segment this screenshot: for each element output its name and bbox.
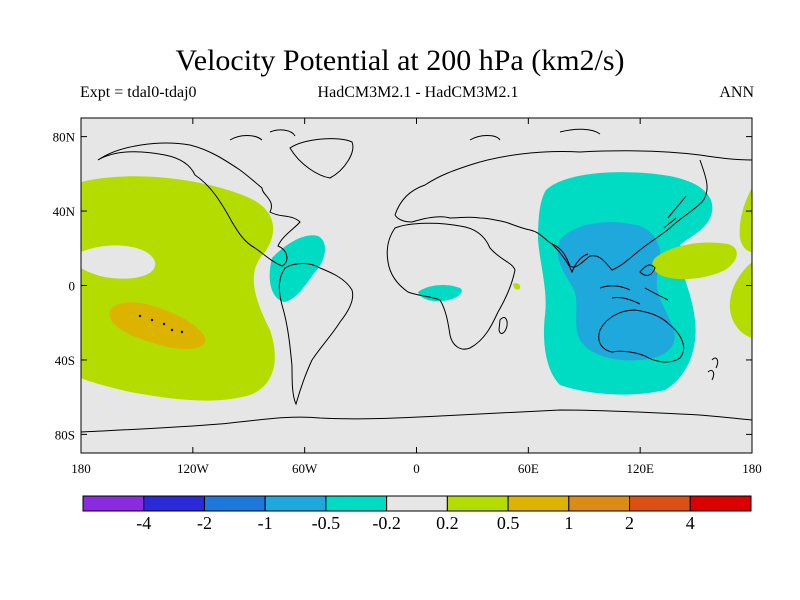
colorbar-swatch: [689, 495, 752, 512]
lon-tick-label: 60E: [518, 461, 539, 476]
colorbar-swatch: [446, 495, 509, 512]
coast-india: [551, 243, 589, 274]
pacific-strong-positive-region: [109, 302, 206, 350]
experiment-label: Expt = tdal0-tdaj0: [80, 84, 197, 101]
colorbar-label: -1: [258, 513, 273, 533]
lat-tick-label: 40N: [53, 204, 76, 219]
east-edge-positive-region-south: [729, 262, 752, 338]
model-label: HadCM3M2.1 - HadCM3M2.1: [317, 84, 519, 101]
colorbar-swatch: [386, 495, 448, 512]
lon-tick-label: 0: [413, 461, 420, 476]
lat-tick-label: 80N: [53, 130, 76, 145]
lon-tick-label: 120E: [626, 461, 654, 476]
colorbar-label: 2: [625, 513, 634, 533]
coast-new-zealand: [707, 357, 719, 381]
pacific-positive-region: [81, 176, 275, 401]
coast-antarctica: [81, 409, 752, 433]
indo-pacific-strong-negative-region: [557, 222, 675, 361]
colorbar-label: -0.2: [372, 513, 401, 533]
coast-japan: [663, 195, 687, 229]
marker-dot: [162, 322, 166, 326]
colorbar-swatch: [325, 495, 388, 512]
pacific-neutral-bay: [81, 245, 156, 279]
west-pacific-positive-region: [652, 242, 737, 280]
coast-eurasia: [394, 150, 752, 271]
season-label: ANN: [719, 84, 754, 101]
lat-tick-label: 0: [69, 279, 76, 294]
coast-madagascar: [498, 317, 508, 334]
colorbar-swatch: [203, 495, 266, 512]
longitude-ticks: 180 120W 60W 0 60E 120E 180: [71, 118, 762, 476]
lon-tick-label: 180: [71, 461, 91, 476]
coast-greenland: [289, 138, 354, 179]
colorbar-label: -4: [136, 513, 151, 533]
latitude-ticks: 80N 40N 0 40S 80S: [53, 130, 752, 442]
marker-dot: [138, 314, 142, 318]
marker-dot: [180, 330, 184, 334]
contour-fields: [81, 172, 752, 401]
colorbar-swatch: [264, 495, 327, 512]
coast-north-america: [97, 142, 301, 267]
lon-tick-label: 180: [742, 461, 762, 476]
colorbar-label: 4: [686, 513, 695, 533]
colorbar-label: -2: [197, 513, 212, 533]
colorbar: -4 -2 -1 -0.5 -0.2 0.2 0.5 1 2 4: [82, 495, 752, 533]
caribbean-negative-region: [269, 235, 326, 302]
lat-tick-label: 80S: [55, 427, 75, 442]
pacific-markers: [138, 314, 184, 334]
colorbar-label: 0.2: [436, 513, 459, 533]
lat-tick-label: 40S: [55, 353, 75, 368]
colorbar-label: 1: [564, 513, 573, 533]
coast-australia: [598, 309, 685, 363]
coast-south-america: [278, 263, 354, 406]
colorbar-swatch: [507, 495, 570, 512]
colorbar-swatch: [82, 495, 145, 512]
coast-arctic-islands: [229, 128, 601, 141]
colorbar-swatch: [629, 495, 691, 512]
marker-dot: [170, 328, 174, 332]
lon-tick-label: 60W: [292, 461, 318, 476]
africa-small-positive-patch: [513, 283, 521, 290]
east-edge-positive-region: [739, 188, 752, 252]
colorbar-label: -0.5: [312, 513, 341, 533]
marker-dot: [150, 318, 154, 322]
coastlines: [81, 128, 752, 433]
colorbar-swatch: [143, 495, 205, 512]
colorbar-label: 0.5: [497, 513, 520, 533]
lon-tick-label: 120W: [177, 461, 210, 476]
colorbar-swatch: [568, 495, 631, 512]
plot-title: Velocity Potential at 200 hPa (km2/s): [175, 44, 625, 77]
coast-africa: [386, 222, 516, 350]
coast-maritime-continent: [599, 264, 669, 305]
